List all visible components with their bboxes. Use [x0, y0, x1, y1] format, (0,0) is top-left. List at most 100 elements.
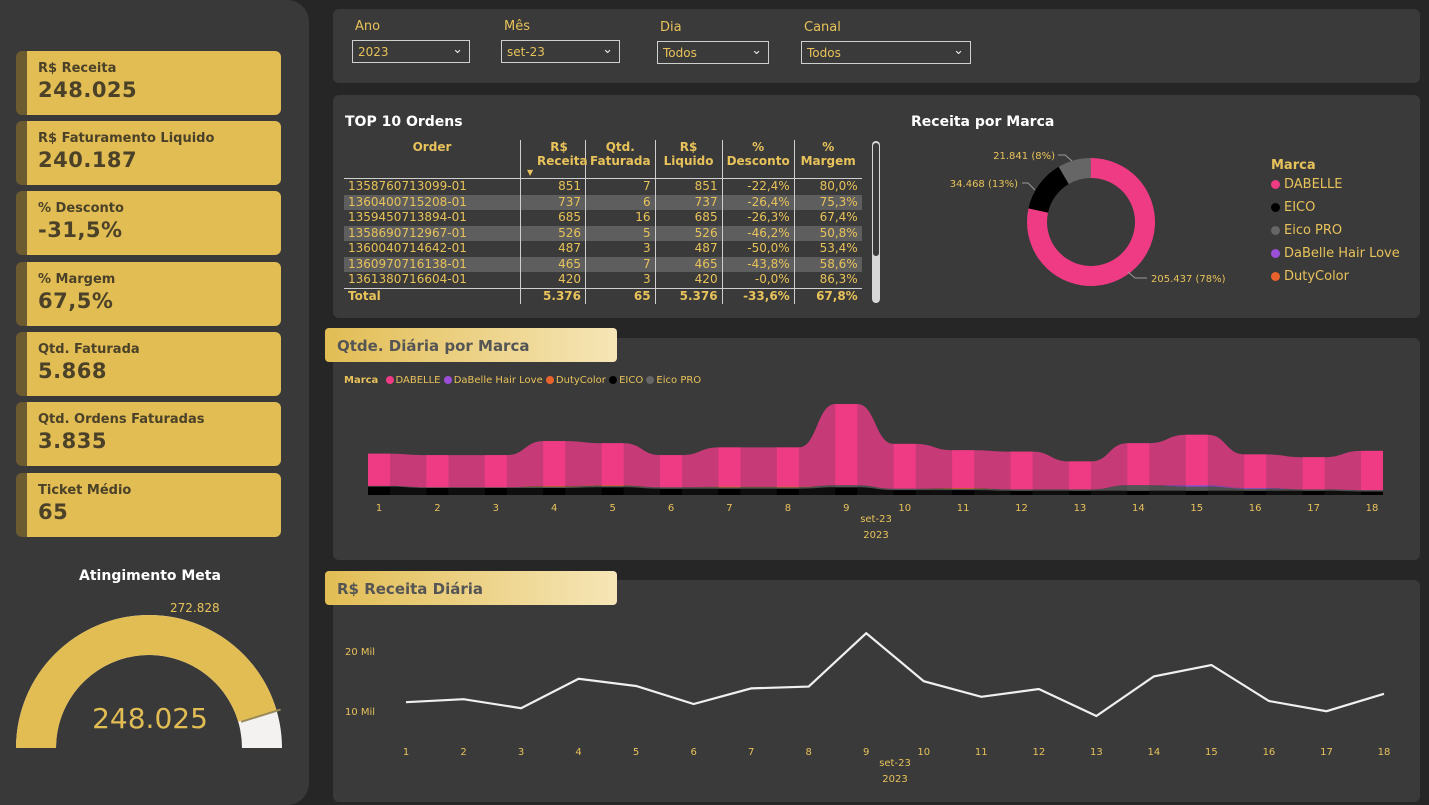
ribbon-legend-title: Marca	[344, 375, 379, 386]
top-orders-table: Order R$ Receita ▼ Qtd. Faturada R$ Liqui…	[344, 140, 862, 304]
table-row[interactable]: 1361380716604-01 420 3 420 -0,0% 86,3%	[344, 272, 862, 288]
filter-label-canal: Canal	[804, 20, 841, 35]
table-cell: 7	[585, 178, 656, 195]
table-cell: Total	[344, 287, 521, 304]
legend-dot	[609, 376, 618, 384]
gauge-fill	[16, 615, 277, 748]
column-header-liquido[interactable]: R$ Liquido	[654, 140, 723, 179]
table-row[interactable]: 1360040714642-01 487 3 487 -50,0% 53,4%	[344, 241, 862, 257]
table-cell: 67,8%	[793, 287, 862, 304]
filter-panel	[333, 9, 1420, 83]
y-tick-label: 10 Mil	[345, 707, 376, 718]
table-cell: 1360040714642-01	[348, 241, 467, 256]
table-row[interactable]: 1359450713894-01 685 16 685 -26,3% 67,4%	[344, 210, 862, 226]
legend-dot	[1271, 180, 1280, 189]
legend-dot	[646, 376, 655, 384]
filter-select-canal[interactable]: Todos ⌄	[801, 41, 971, 64]
filter-label-ano: Ano	[355, 19, 381, 34]
table-row[interactable]: 1360400715208-01 737 6 737 -26,4% 75,3%	[344, 194, 862, 210]
legend-dot	[443, 376, 452, 384]
kpi-value: 5.868	[38, 359, 107, 383]
kpi-card-qtd-faturada[interactable]: Qtd. Faturada 5.868	[16, 332, 281, 396]
table-cell: 1358690712967-01	[344, 225, 521, 241]
sort-desc-icon: ▼	[527, 168, 534, 177]
legend-item-dabelle[interactable]: DABELLE	[1271, 177, 1343, 192]
legend-item-eico-pro[interactable]: Eico PRO	[1271, 223, 1342, 238]
table-cell: 737	[520, 194, 586, 210]
table-cell: 50,8%	[793, 225, 862, 241]
table-row[interactable]: 1360970716138-01 465 7 465 -43,8% 58,6%	[344, 256, 862, 272]
kpi-card-desconto[interactable]: % Desconto -31,5%	[16, 191, 281, 255]
gauge-value: 248.025	[92, 702, 208, 735]
table-cell: -22,4%	[721, 178, 795, 195]
legend-item-dabelle-hair-love[interactable]: DaBelle Hair Love	[443, 375, 543, 386]
donut-title: Receita por Marca	[911, 114, 1055, 130]
ribbon-axis-month: set-23	[860, 514, 892, 525]
legend-item-eico[interactable]: EICO	[609, 375, 643, 386]
kpi-card-ticket-medio[interactable]: Ticket Médio 65	[16, 473, 281, 537]
legend-label: DABELLE	[1284, 177, 1343, 192]
chevron-down-icon: ⌄	[751, 43, 762, 58]
kpi-card-margem[interactable]: % Margem 67,5%	[16, 262, 281, 326]
filter-select-mes[interactable]: set-23 ⌄	[501, 40, 620, 63]
table-scrollbar[interactable]	[872, 141, 880, 303]
kpi-label: % Margem	[38, 272, 116, 287]
legend-item-dabelle[interactable]: DABELLE	[385, 375, 441, 386]
column-header-label: R$ Receita	[537, 140, 588, 168]
filter-select-dia[interactable]: Todos ⌄	[657, 41, 769, 64]
legend-item-dutycolor[interactable]: DutyColor	[545, 375, 606, 386]
filter-label-mes: Mês	[504, 19, 530, 34]
table-cell: 5.376	[654, 287, 723, 304]
kpi-label: Qtd. Faturada	[38, 342, 140, 357]
ribbon-chart-title: Qtde. Diária por Marca	[325, 328, 617, 362]
table-cell: -26,3%	[721, 210, 795, 226]
gauge-target-marker	[240, 708, 281, 723]
kpi-label: R$ Faturamento Liquido	[38, 131, 215, 146]
table-row[interactable]: 1358690712967-01 526 5 526 -46,2% 50,8%	[344, 225, 862, 241]
column-header-receita[interactable]: R$ Receita ▼	[520, 140, 588, 179]
table-cell: 487	[654, 241, 723, 257]
table-cell: 420	[520, 272, 586, 288]
legend-item-eico[interactable]: EICO	[1271, 200, 1315, 215]
table-cell: 685	[520, 210, 586, 226]
column-header-desconto[interactable]: % Desconto	[721, 140, 795, 179]
legend-item-dutycolor[interactable]: DutyColor	[1271, 269, 1349, 284]
legend-label: DaBelle Hair Love	[1284, 246, 1400, 261]
legend-label: DaBelle Hair Love	[453, 375, 543, 386]
line-axis-month: set-23	[879, 758, 911, 769]
table-cell: 851	[520, 178, 586, 195]
filter-select-ano[interactable]: 2023 ⌄	[352, 40, 470, 63]
legend-item-dabelle-hair-love[interactable]: DaBelle Hair Love	[1271, 246, 1400, 261]
column-header-margem[interactable]: % Margem	[793, 140, 862, 179]
table-cell: 1360400715208-01	[344, 194, 521, 210]
table-cell: 86,3%	[793, 272, 862, 288]
table-cell: 5	[585, 225, 656, 241]
kpi-value: 65	[38, 500, 69, 524]
table-cell: 465	[654, 256, 723, 272]
table-cell: 65	[585, 287, 656, 304]
table-cell: -46,2%	[721, 225, 795, 241]
kpi-card-qtd-ordens[interactable]: Qtd. Ordens Faturadas 3.835	[16, 402, 281, 466]
table-cell: 487	[520, 241, 586, 257]
legend-dot	[1271, 226, 1280, 235]
table-cell: 58,6%	[793, 256, 862, 272]
column-header-qtd-faturada[interactable]: Qtd. Faturada	[585, 140, 656, 179]
kpi-value: -31,5%	[38, 218, 123, 242]
kpi-card-faturamento-liquido[interactable]: R$ Faturamento Liquido 240.187	[16, 121, 281, 185]
table-cell: 526	[520, 225, 586, 241]
table-cell: 3	[585, 241, 656, 257]
legend-item-eico-pro[interactable]: Eico PRO	[646, 375, 701, 386]
table-row[interactable]: 1358760713099-01 851 7 851 -22,4% 80,0%	[344, 178, 862, 195]
kpi-card-receita[interactable]: R$ Receita 248.025	[16, 51, 281, 115]
scrollbar-track-gap	[873, 143, 879, 256]
ribbon-chart-panel	[333, 338, 1420, 560]
column-header-order[interactable]: Order	[344, 140, 521, 179]
y-tick-label: 20 Mil	[345, 647, 376, 658]
legend-dot	[545, 376, 554, 384]
filter-label-dia: Dia	[660, 20, 682, 35]
chevron-down-icon: ⌄	[602, 42, 613, 57]
legend-dot	[385, 376, 394, 384]
gauge-title: Atingimento Meta	[79, 568, 221, 584]
legend-label: DABELLE	[395, 375, 441, 386]
gauge-chart[interactable]: 272.828 248.025	[0, 0, 309, 805]
